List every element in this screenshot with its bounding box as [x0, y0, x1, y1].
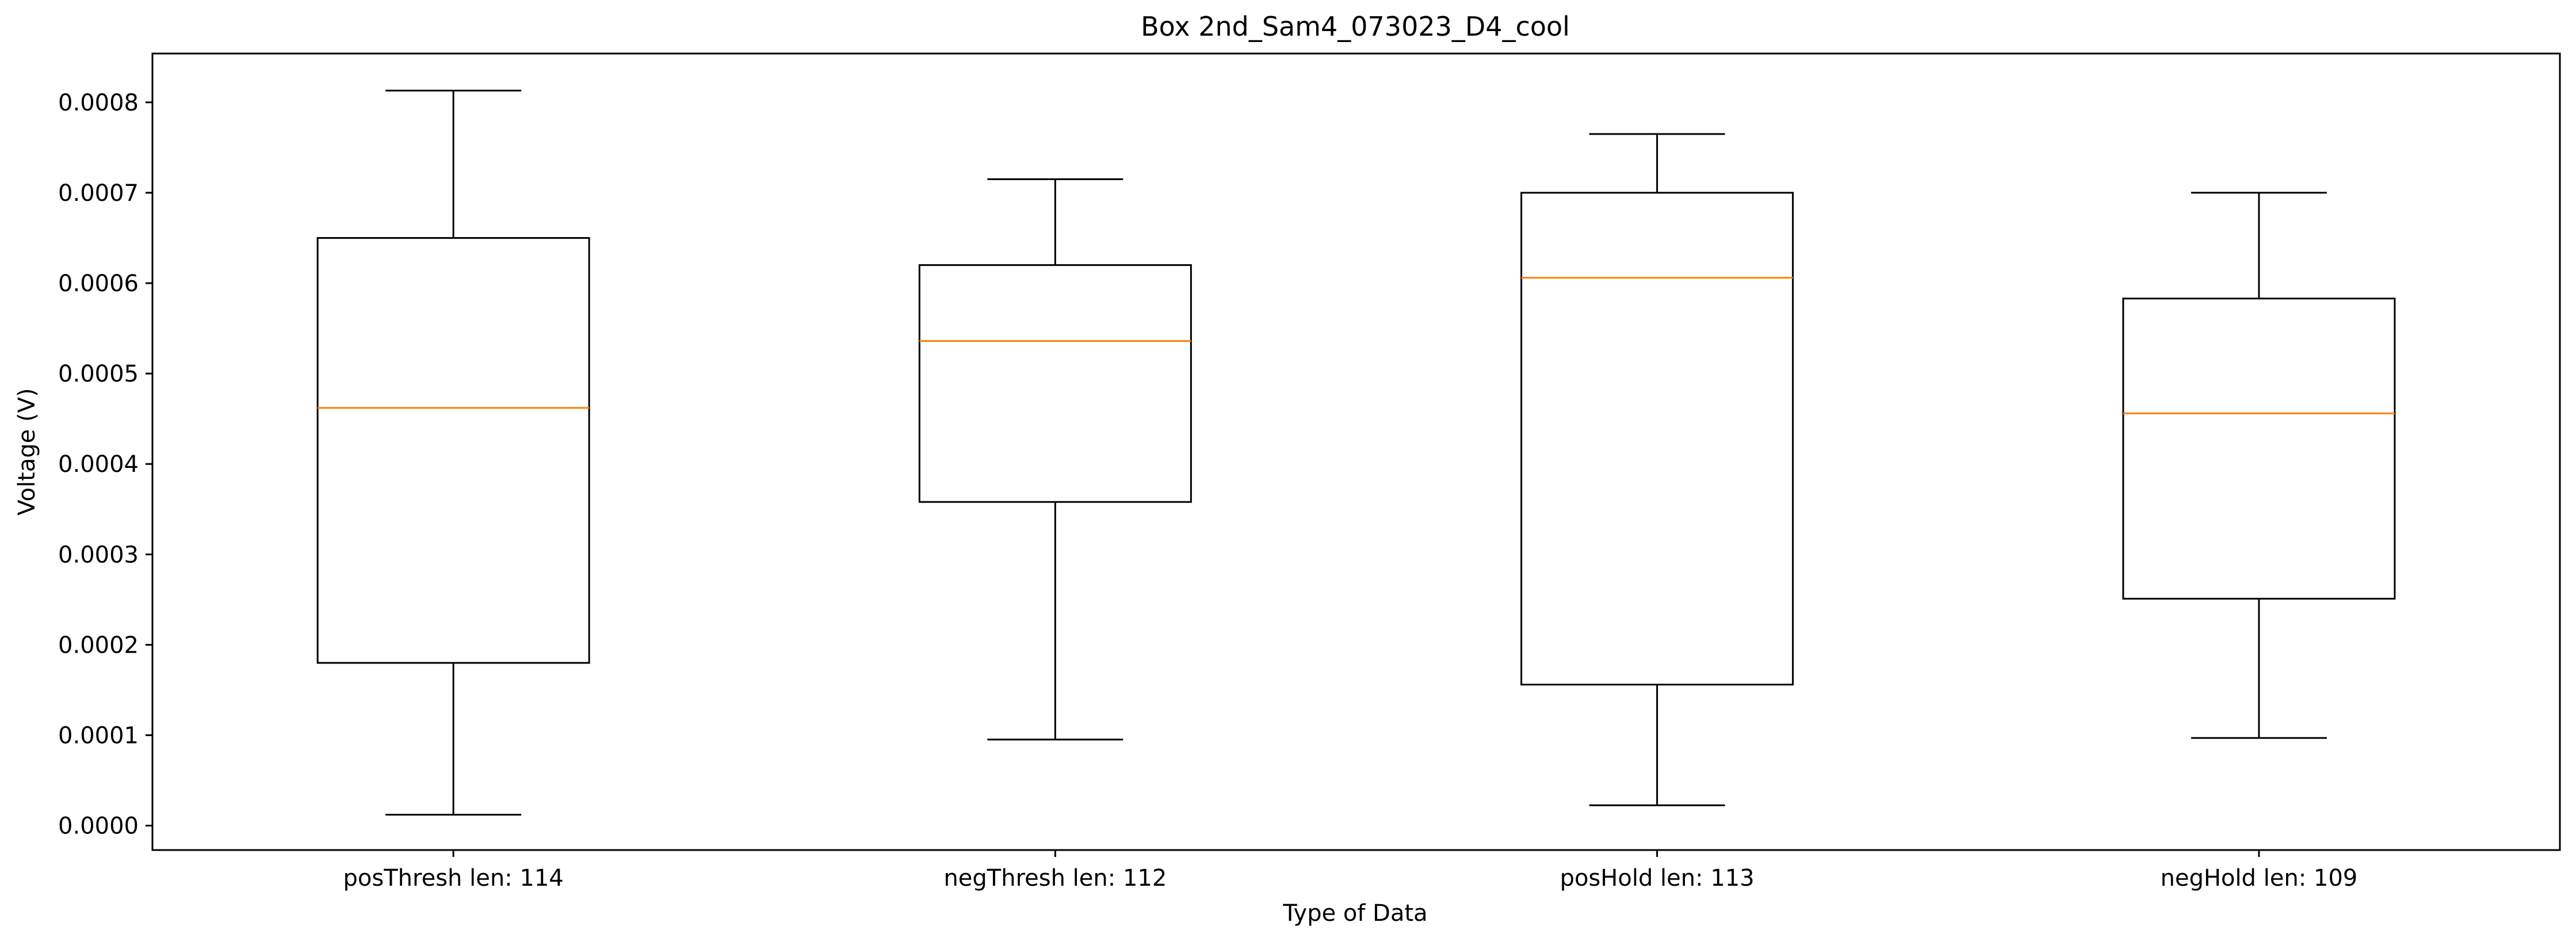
box-iqr: [1520, 192, 1794, 686]
chart-title: Box 2nd_Sam4_073023_D4_cool: [1141, 11, 1570, 42]
y-tick-label: 0.0001: [58, 722, 139, 749]
box-iqr: [2122, 298, 2396, 600]
y-tick-label: 0.0003: [58, 542, 139, 568]
axes-frame: [151, 52, 2561, 851]
y-tick-label: 0.0002: [58, 632, 139, 658]
box-group-2: [918, 178, 1192, 741]
box-group-1: [316, 89, 590, 816]
x-axis-label: Type of Data: [1282, 900, 1427, 927]
x-tick-label: posThresh len: 114: [343, 865, 564, 891]
y-tick-label: 0.0006: [58, 270, 139, 297]
x-tick-label: negHold len: 109: [2161, 865, 2358, 891]
y-axis-ticks: 0.0000 0.0001 0.0002 0.0003 0.0004 0.0005 0.00…: [58, 90, 152, 840]
y-tick-label: 0.0008: [58, 90, 139, 116]
y-tick-label: 0.0004: [58, 451, 139, 478]
box-group-3: [1520, 133, 1794, 806]
box-group-4: [2122, 192, 2396, 739]
x-tick-label: posHold len: 113: [1560, 865, 1755, 891]
y-tick-label: 0.0000: [58, 813, 139, 840]
x-axis-ticks: posThresh len: 114 negThresh len: 112 posH…: [343, 850, 2358, 891]
y-axis-label: Voltage (V): [14, 388, 40, 515]
plot-area: [316, 89, 2396, 816]
box-iqr: [316, 237, 590, 664]
y-tick-label: 0.0005: [58, 361, 139, 387]
y-tick-label: 0.0007: [58, 180, 139, 207]
x-tick-label: negThresh len: 112: [943, 865, 1167, 891]
box-iqr: [918, 264, 1192, 503]
